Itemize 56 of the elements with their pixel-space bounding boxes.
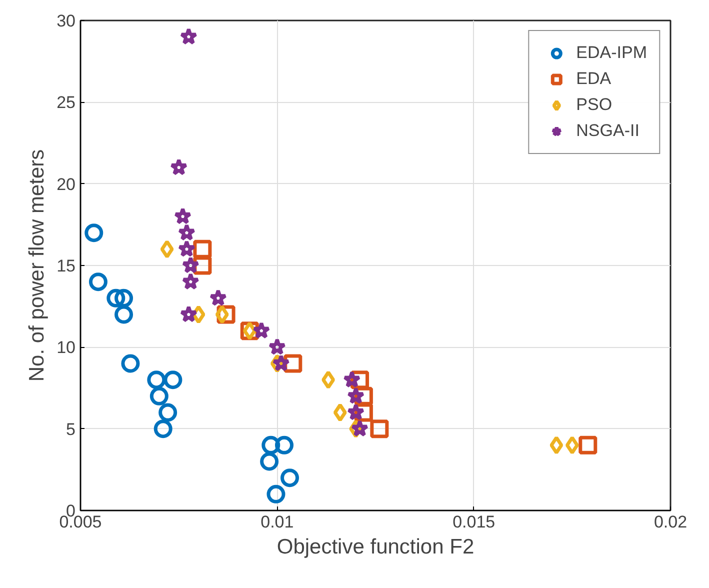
point [154,420,172,438]
point [350,420,369,437]
legend-label: EDA [576,69,612,89]
y-tick-label: 10 [56,338,76,358]
point [147,370,166,390]
x-tick-label: 0.02 [654,512,688,532]
point [215,305,229,324]
point [170,158,188,176]
y-axis-title: No. of power flow meters [26,149,49,382]
point [280,468,300,488]
x-axis-title: Objective function F2 [276,536,474,558]
point [266,484,286,504]
point [158,403,178,422]
point [84,224,104,242]
point [322,370,336,390]
y-tick-label: 15 [56,256,76,276]
point [114,288,134,308]
point [114,305,134,324]
y-tick-label: 25 [56,93,76,112]
point [268,338,286,355]
point [260,452,279,471]
point [578,436,598,454]
point [106,288,126,308]
legend-label: PSO [576,95,612,115]
point [346,403,365,420]
y-tick-label: 30 [56,12,76,30]
x-tick-label: 0.015 [452,512,496,532]
point [550,436,564,454]
point [209,288,228,306]
legend-label: NSGA-II [576,121,640,141]
point [343,370,361,388]
legend-label: EDA-IPM [576,43,647,63]
point [180,28,198,45]
point [346,386,365,404]
point [262,436,280,454]
point [160,240,174,258]
point [178,224,196,241]
point [150,386,168,406]
point [164,370,182,390]
point [252,322,270,339]
y-tick-label: 20 [56,174,76,194]
point [178,240,196,257]
point [333,403,347,422]
point [272,354,290,372]
point [180,305,198,322]
point [370,420,389,438]
x-tick-label: 0.01 [260,512,294,532]
point [121,354,140,373]
point [174,207,192,224]
point [182,272,200,290]
point [193,240,212,258]
point [182,256,200,274]
point [88,272,108,292]
point [274,436,294,454]
y-tick-label: 5 [66,420,76,439]
point [565,436,579,454]
